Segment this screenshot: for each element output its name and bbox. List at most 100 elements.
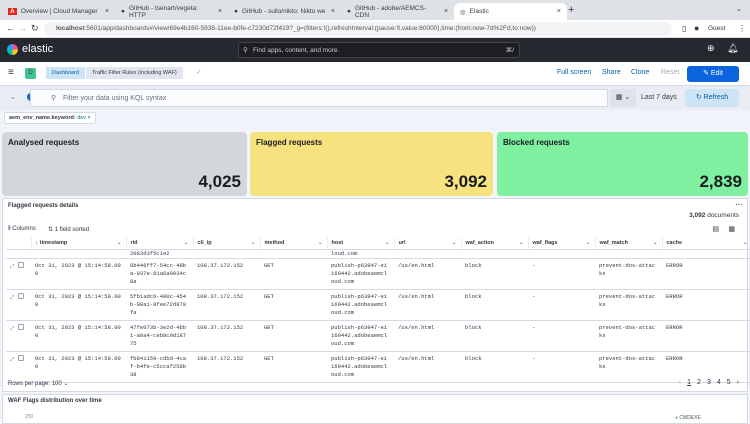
saved-query-chevron-icon[interactable]: ⌄	[10, 94, 16, 101]
reset-button[interactable]: Reset	[661, 69, 680, 76]
cell-waf_match: prevent-dos-attacks	[595, 289, 662, 321]
chevron-down-icon: ⌄	[317, 239, 323, 246]
column-header-label: waf_action	[465, 239, 494, 246]
column-header-url[interactable]: url ⌄	[394, 237, 462, 250]
document-count-label: documents	[707, 212, 739, 219]
column-header-waf_match[interactable]: waf_match ⌄	[595, 237, 663, 250]
table-row[interactable]: ⤢ Oct 31, 2023 @ 15:14:58.000 5fb1adc6-40…	[6, 289, 750, 321]
close-tab-icon[interactable]: ×	[104, 8, 109, 15]
sidepanel-icon[interactable]: ▯	[682, 24, 687, 33]
menu-icon[interactable]: ≡	[8, 67, 14, 78]
filter-value: dev	[77, 115, 87, 121]
page-4[interactable]: 4	[716, 379, 721, 386]
cell-waf_action: block	[461, 320, 528, 352]
cell-timestamp: Oct 31, 2023 @ 15:14:58.000	[31, 351, 126, 383]
fullscreen-grid-icon[interactable]: ▦	[728, 226, 735, 233]
browser-tab[interactable]: ● GitHub - sullo/nikto: Nikto we ×	[228, 3, 341, 20]
back-icon[interactable]: ←	[6, 23, 15, 33]
page-1[interactable]: 1	[687, 379, 692, 386]
column-header-host[interactable]: host ⌄	[327, 237, 395, 250]
table-row[interactable]: ⤢ Oct 31, 2023 @ 15:14:58.000 0b446ff7-54…	[6, 258, 750, 290]
chevron-down-icon: ⌄	[116, 239, 122, 246]
edit-button[interactable]: ✎ Edit	[687, 66, 739, 82]
page-5[interactable]: 5	[726, 379, 731, 386]
panel-options-icon[interactable]: ⋯	[735, 200, 743, 209]
close-tab-icon[interactable]: ×	[330, 8, 335, 15]
expand-icon[interactable]: ⤢	[10, 293, 15, 301]
calendar-icon[interactable]: ▦ ⌄	[610, 89, 636, 107]
row-checkbox[interactable]	[17, 354, 24, 361]
expand-icon[interactable]: ⤢	[10, 355, 15, 363]
column-header-waf_flags[interactable]: waf_flags ⌄	[528, 237, 596, 250]
table-row[interactable]: ⤢ Oct 31, 2023 @ 15:14:58.000 fb841159-cd…	[6, 351, 750, 383]
close-tab-icon[interactable]: ×	[443, 8, 448, 15]
column-header-method[interactable]: method ⌄	[260, 237, 328, 250]
columns-button[interactable]: ⫴ Columns	[8, 226, 36, 232]
filter-pill[interactable]: aem_env_name.keyword: dev ×	[4, 112, 96, 124]
cell-waf_action: block	[461, 258, 528, 290]
tab-menu-icon[interactable]: ⌄	[736, 6, 742, 13]
expand-icon[interactable]: ⤢	[10, 262, 15, 270]
row-checkbox[interactable]	[17, 292, 24, 299]
column-header-label: cli_ip	[197, 239, 212, 246]
full-screen-button[interactable]: Full screen	[557, 69, 592, 76]
refresh-button[interactable]: ↻ Refresh	[685, 89, 739, 107]
metric-title: Blocked requests	[503, 138, 570, 147]
row-checkbox[interactable]	[17, 323, 24, 330]
column-header-timestamp[interactable]: ↓ timestamp ⌄	[31, 237, 127, 250]
expand-icon[interactable]: ⤢	[10, 324, 15, 332]
tab-title: GitHub - tsenart/vegeta: HTTP	[128, 4, 198, 19]
sort-button[interactable]: ⇅ 1 field sorted	[48, 227, 90, 233]
query-bar: ⌄ ⚲ Filter your data using KQL syntax ▦ ⌄…	[0, 86, 750, 110]
cell-cache: ERROR	[662, 351, 750, 383]
column-header-waf_action[interactable]: waf_action ⌄	[461, 237, 529, 250]
share-button[interactable]: Share	[602, 69, 621, 76]
column-header-label: host	[331, 239, 344, 246]
density-icon[interactable]: ▤	[712, 226, 719, 233]
elastic-logo-icon[interactable]	[7, 44, 18, 55]
browser-tab[interactable]: ◎ Elastic ×	[454, 3, 567, 20]
close-icon[interactable]: ×	[87, 115, 91, 121]
new-tab-button[interactable]: +	[568, 4, 575, 16]
browser-tab[interactable]: ● GitHub - tsenart/vegeta: HTTP ×	[115, 3, 228, 20]
clone-button[interactable]: Clone	[631, 69, 650, 76]
legend-item[interactable]: ● CMDEXE	[675, 415, 701, 421]
notifications-icon[interactable]: 🔔︎	[727, 43, 739, 53]
url-input[interactable]: localhost:5601/app/dashboards#/view/69e4…	[44, 22, 672, 36]
rows-per-page-select[interactable]: Rows per page: 100 ⌄	[8, 381, 69, 387]
next-page-icon[interactable]: ›	[736, 379, 739, 386]
kql-query-input[interactable]: ⚲ Filter your data using KQL syntax	[30, 89, 608, 107]
close-tab-icon[interactable]: ×	[556, 8, 561, 15]
reload-icon[interactable]: ↻	[31, 23, 39, 33]
flagged-requests-panel: Flagged requests details ⋯ 3,092 documen…	[2, 198, 750, 392]
column-header-rid[interactable]: rid ⌄	[126, 237, 194, 250]
forward-icon[interactable]: →	[18, 23, 27, 33]
metric-title: Analysed requests	[8, 138, 80, 147]
breadcrumb-dashboard[interactable]: Dashboard	[46, 67, 85, 79]
row-controls: ⤢	[6, 289, 31, 321]
metric-flagged-requests: Flagged requests 3,092	[250, 132, 493, 196]
row-checkbox[interactable]	[17, 261, 24, 268]
table-row[interactable]: ⤢ Oct 31, 2023 @ 15:14:58.000 47fe073b-3e…	[6, 320, 750, 352]
cell-cli_ip: 108.37.172.152	[193, 320, 260, 352]
time-range-picker[interactable]: Last 7 days	[641, 94, 677, 101]
prev-page-icon[interactable]: ‹	[678, 379, 682, 386]
column-header-cache[interactable]: cache ⌄	[662, 237, 750, 250]
browser-tab[interactable]: ● GitHub - adobe/AEMCS-CDN ×	[341, 3, 454, 20]
browser-menu-icon[interactable]: ⋮	[738, 24, 746, 33]
page-3[interactable]: 3	[706, 379, 711, 386]
grid-header-row: ↓ timestamp ⌄ rid ⌄ cli_ip ⌄ method ⌄ host ⌄ url ⌄ w…	[6, 237, 750, 250]
row-controls: ⤢	[6, 258, 31, 290]
page-2[interactable]: 2	[697, 379, 701, 386]
cell-host: publish-p63947-e1169442.adobeaemcloud.co…	[327, 289, 394, 321]
close-tab-icon[interactable]: ×	[217, 8, 222, 15]
column-header-cli_ip[interactable]: cli_ip ⌄	[193, 237, 261, 250]
help-icon[interactable]: ⊕	[707, 43, 715, 53]
profile-avatar[interactable]: ●	[694, 23, 700, 33]
space-avatar[interactable]: D	[25, 68, 36, 79]
browser-tab[interactable]: A Overview | Cloud Manager ×	[2, 3, 115, 20]
global-search-input[interactable]: ⚲ Find apps, content, and more. ⌘/	[238, 42, 520, 58]
column-header-label: rid	[130, 239, 138, 246]
cell-host: publish-p63947-e1169442.adobeaemcloud.co…	[327, 320, 394, 352]
cell-timestamp: Oct 31, 2023 @ 15:14:58.000	[31, 258, 126, 290]
